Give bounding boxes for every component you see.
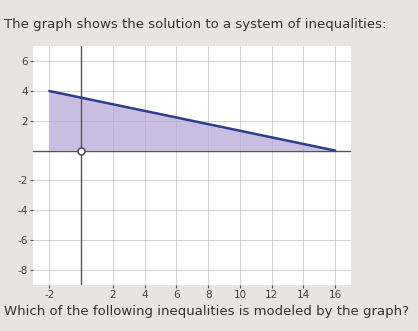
Text: Which of the following inequalities is modeled by the graph?: Which of the following inequalities is m… (4, 305, 409, 318)
Polygon shape (49, 91, 335, 151)
Text: The graph shows the solution to a system of inequalities:: The graph shows the solution to a system… (4, 18, 387, 31)
